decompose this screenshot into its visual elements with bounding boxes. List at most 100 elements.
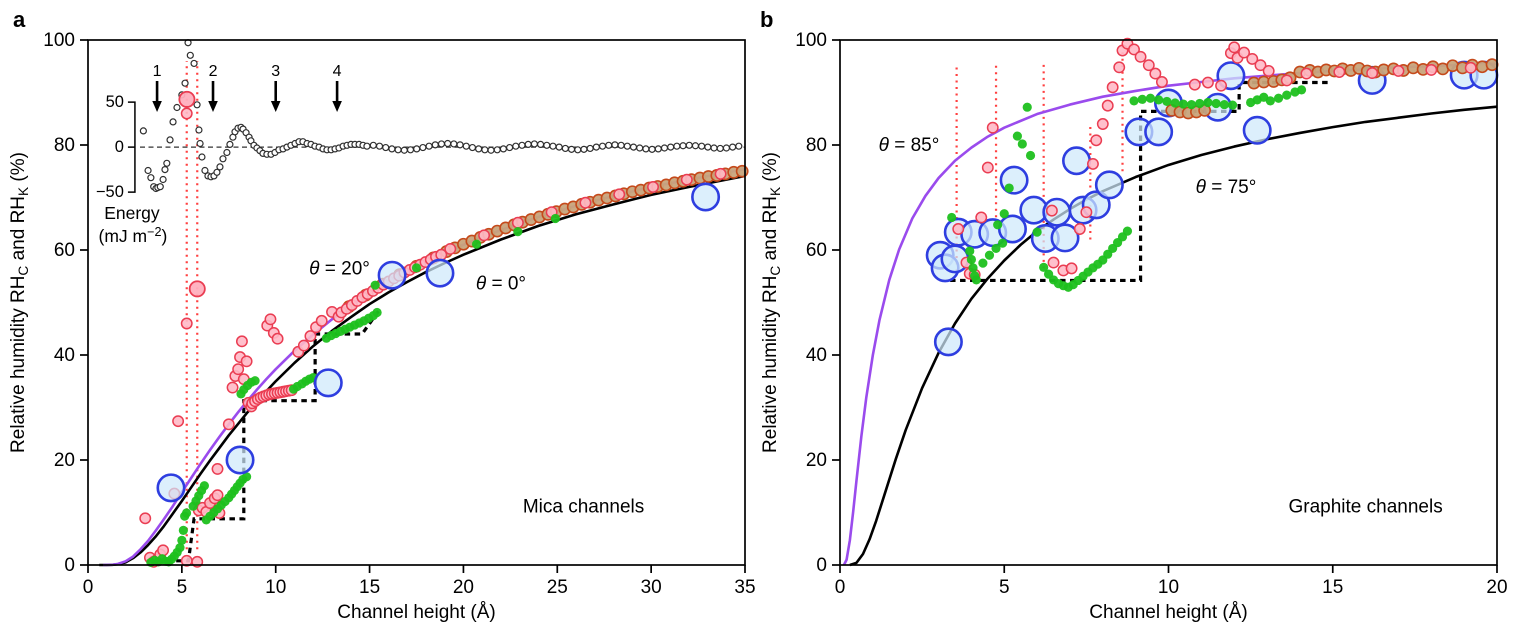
energy-point [223, 148, 231, 157]
point-pink [680, 173, 693, 186]
point-pink [613, 188, 626, 201]
x-tick-label: 15 [359, 577, 380, 598]
energy-point [456, 141, 464, 149]
y-axis-title: Relative humidity RHC​ and RHK​ (%) [8, 152, 31, 453]
point-blue [1062, 146, 1092, 176]
panel-letter-b: b [760, 7, 773, 32]
staircase-dashed-line [146, 306, 383, 563]
y-tick-label: 80 [806, 135, 827, 156]
series-pink_large [178, 90, 206, 298]
point-pink [975, 211, 988, 224]
point-brown [735, 164, 749, 178]
y-tick-label: 0 [816, 555, 827, 576]
y-tick-label: 100 [43, 30, 75, 51]
point-pink [1086, 157, 1099, 170]
point-pink [1366, 67, 1379, 80]
point-pink [1113, 61, 1126, 74]
energy-point [698, 142, 706, 150]
series-blue [156, 182, 721, 503]
label-part: b [760, 7, 773, 32]
energy-point [406, 146, 415, 154]
x-tick-label: 20 [1486, 577, 1507, 598]
energy-inset: 50 0 −50 Energy(mJ m−2​) 1 2 3 4 [96, 39, 745, 246]
label-part: (%) [760, 152, 781, 187]
energy-point [169, 118, 177, 126]
series-brown [205, 164, 749, 512]
y-tick-label: 80 [54, 135, 75, 156]
energy-point [468, 143, 477, 152]
label-part: 80 [806, 135, 827, 156]
point-pink [1073, 223, 1086, 235]
point-pink [211, 462, 224, 475]
label-part: 1 [153, 63, 162, 80]
label-part: 40 [806, 345, 827, 366]
point-green [175, 543, 185, 553]
y-tick-label: 20 [54, 450, 75, 471]
series-blue [925, 60, 1499, 357]
energy-point [518, 141, 526, 149]
energy-point [710, 144, 718, 152]
point-green [1129, 96, 1139, 106]
label-part: 20 [453, 577, 474, 598]
energy-point [685, 141, 693, 149]
point-pink [297, 339, 310, 352]
label-part: 0 [83, 577, 94, 598]
point-blue [156, 473, 186, 503]
point-pink [1228, 41, 1241, 54]
point-pink [952, 223, 965, 235]
point-pink [986, 121, 999, 134]
point-blue [377, 260, 407, 290]
x-tick-label: 35 [734, 577, 755, 598]
energy-point [147, 174, 155, 182]
point-green [1004, 183, 1014, 193]
energy-point [722, 144, 731, 152]
point-pink [180, 107, 193, 120]
y-tick-label: 100 [795, 30, 827, 51]
energy-axis-label: Energy [104, 203, 160, 223]
point-green [998, 238, 1008, 248]
energy-point [735, 142, 743, 150]
x-tick-label: 5 [177, 577, 188, 598]
energy-point [450, 140, 458, 148]
energy-point [190, 59, 198, 68]
point-brown [1485, 58, 1499, 72]
y-tick-label: 60 [54, 240, 75, 261]
x-tick-label: 20 [453, 577, 474, 598]
point-green [1022, 102, 1032, 112]
label-part: 100 [43, 30, 75, 51]
point-green [1170, 98, 1180, 108]
y-axis-title: Relative humidity RHC​ and RHK​ (%) [760, 152, 783, 453]
point-pink [1096, 118, 1109, 130]
point-pink [1238, 46, 1251, 59]
energy-point [462, 142, 470, 150]
label-part: 50 [106, 93, 124, 111]
energy-point [193, 101, 201, 109]
energy-point [574, 146, 582, 154]
point-pink [981, 161, 994, 174]
energy-scale-label: 50 [106, 93, 124, 111]
x-tick-label: 0 [83, 577, 94, 598]
arrow-label: 2 [209, 63, 218, 80]
label-part: 5 [999, 577, 1010, 598]
point-pink [511, 216, 524, 229]
energy-point [139, 127, 147, 135]
label-part: 0 [64, 555, 75, 576]
series-green [947, 85, 1307, 292]
point-green [1039, 262, 1049, 272]
point-blue [313, 368, 343, 398]
point-blue [997, 214, 1027, 244]
point-blue [1050, 223, 1080, 253]
x-tick-label: 0 [835, 577, 846, 598]
label-part: 80 [54, 135, 75, 156]
y-tick-label: 20 [806, 450, 827, 471]
energy-point [369, 141, 377, 149]
energy-point [729, 143, 737, 151]
point-green [250, 376, 260, 386]
point-blue [1094, 170, 1124, 200]
point-pink [226, 381, 239, 394]
label-part: 2 [209, 63, 218, 80]
point-blue [425, 258, 455, 288]
energy-scale-label: 0 [115, 138, 124, 156]
